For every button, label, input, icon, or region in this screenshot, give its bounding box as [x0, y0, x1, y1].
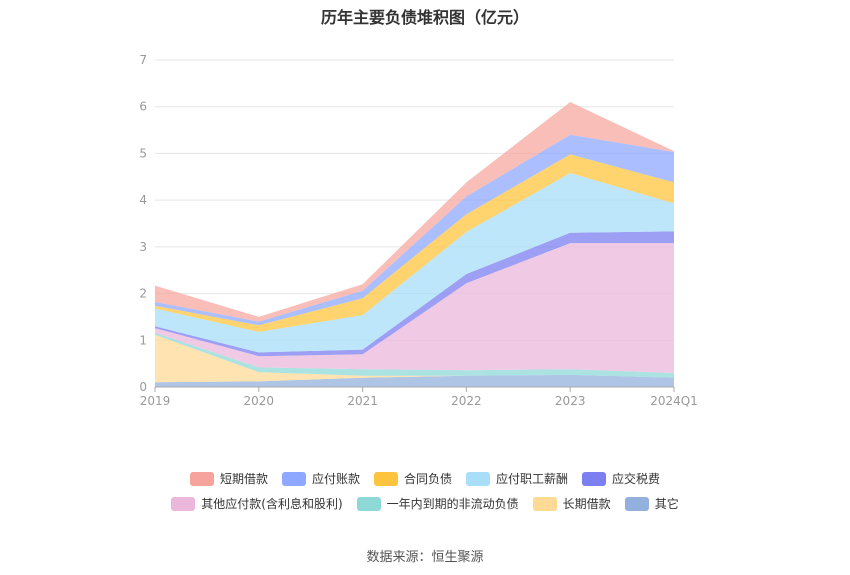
area-1 — [155, 334, 674, 383]
x-tick-label: 2022 — [451, 394, 482, 408]
legend-item[interactable]: 应交税费 — [582, 470, 660, 487]
x-tick-label: 2023 — [555, 394, 586, 408]
axes: 0 1 2 3 4 5 6 7 2019 2020 2021 2022 2023 2024Q1 — [139, 53, 697, 408]
legend-label: 合同负债 — [403, 472, 452, 486]
legend-item[interactable]: 应付账款 — [281, 470, 360, 487]
legend-swatch — [624, 496, 649, 511]
x-tick-label: 2020 — [244, 394, 275, 408]
legend-item[interactable]: 其它 — [624, 495, 679, 512]
legend-swatch — [281, 471, 306, 486]
area-3 — [155, 243, 674, 373]
y-tick-label: 3 — [139, 240, 147, 254]
legend-label: 一年内到期的非流动负债 — [386, 497, 519, 511]
area-6 — [155, 154, 674, 332]
legend-label: 应付账款 — [311, 472, 360, 486]
area-0 — [155, 374, 674, 387]
legend-row: 其他应付款(含利息和股利) 一年内到期的非流动负债 长期借款 其它 — [0, 495, 850, 512]
legend-swatch — [466, 471, 490, 486]
y-tick-label: 4 — [139, 193, 147, 207]
y-tick-label: 5 — [139, 146, 147, 160]
legend-swatch — [189, 471, 214, 486]
x-tick-label: 2024Q1 — [650, 394, 698, 408]
chart-title: 历年主要负债堆积图（亿元） — [320, 8, 529, 27]
legend: 短期借款 应付账款 合同负债 应付职工薪酬 应交税费其他应付款(含利息和股利) 一年内到期… — [0, 470, 850, 520]
legend-item[interactable]: 其他应付款(含利息和股利) — [171, 495, 343, 512]
legend-swatch — [373, 471, 398, 486]
legend-item[interactable]: 长期借款 — [532, 495, 611, 512]
legend-swatch — [582, 471, 607, 486]
chart-plot: 0 1 2 3 4 5 6 7 2019 2020 2021 2022 2023 2024Q1 — [139, 53, 697, 408]
y-tick-label: 1 — [139, 333, 147, 347]
legend-item[interactable]: 应付职工薪酬 — [466, 470, 568, 487]
y-tick-label: 2 — [139, 287, 147, 301]
y-tick-label: 7 — [139, 53, 147, 67]
legend-label: 其他应付款(含利息和股利) — [201, 497, 343, 511]
legend-label: 应交税费 — [612, 472, 661, 486]
legend-item[interactable]: 合同负债 — [373, 470, 452, 487]
y-tick-label: 0 — [139, 380, 147, 394]
data-source-note: 数据来源：恒生聚源 — [366, 550, 484, 565]
x-tick-label: 2021 — [347, 394, 378, 408]
area-5 — [155, 173, 674, 353]
y-tick-label: 6 — [139, 100, 147, 114]
legend-swatch — [532, 496, 557, 511]
legend-item[interactable]: 短期借款 — [189, 470, 268, 487]
x-tick-label: 2019 — [140, 394, 171, 408]
legend-label: 长期借款 — [562, 497, 611, 511]
legend-label: 短期借款 — [219, 472, 268, 486]
legend-label: 其它 — [654, 497, 679, 511]
legend-label: 应付职工薪酬 — [496, 472, 569, 486]
legend-row: 短期借款 应付账款 合同负债 应付职工薪酬 应交税费 — [0, 470, 850, 487]
area-series — [155, 102, 674, 387]
area-7 — [155, 134, 674, 326]
legend-swatch — [171, 496, 196, 511]
legend-swatch — [356, 496, 381, 511]
area-2 — [155, 332, 674, 378]
legend-item[interactable]: 一年内到期的非流动负债 — [356, 495, 519, 512]
